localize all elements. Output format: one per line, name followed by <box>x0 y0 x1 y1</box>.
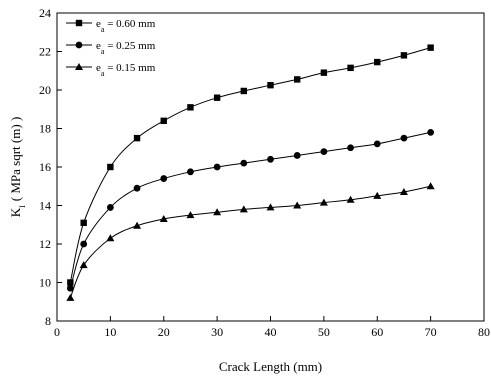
y-tick-label: 16 <box>39 160 51 174</box>
data-point <box>80 240 88 248</box>
y-axis-title-subscript: I <box>18 205 27 208</box>
legend-label-subscript: a <box>101 25 105 34</box>
data-point <box>399 188 408 196</box>
data-point <box>240 159 248 167</box>
data-point <box>373 191 382 199</box>
data-point <box>400 52 408 59</box>
data-point <box>66 284 74 292</box>
series-line <box>69 47 431 283</box>
y-tick-label: 24 <box>39 6 51 20</box>
data-point <box>133 134 141 142</box>
legend-marker <box>75 63 83 70</box>
data-point <box>213 163 221 171</box>
data-point <box>373 140 381 148</box>
data-point <box>346 195 355 203</box>
legend-label-value: = 0.25 mm <box>104 40 155 52</box>
data-point <box>160 117 167 124</box>
x-tick-label: 50 <box>318 325 330 339</box>
y-tick-label: 14 <box>39 199 51 213</box>
data-point <box>293 201 302 209</box>
legend-item: ea = 0.15 mm <box>66 62 156 78</box>
series-square <box>67 44 434 286</box>
x-tick-label: 10 <box>104 325 116 339</box>
data-point <box>160 175 168 182</box>
x-axis: 0 10 20 30 40 50 60 70 80 <box>54 316 490 339</box>
data-point <box>267 81 274 89</box>
data-point <box>426 182 435 190</box>
data-point <box>133 221 142 229</box>
series-line <box>69 131 431 289</box>
x-tick-label: 30 <box>211 325 223 339</box>
data-point <box>320 69 328 76</box>
legend-label-subscript: a <box>101 47 105 56</box>
x-tick-label: 80 <box>478 325 490 339</box>
series-triangle <box>66 182 435 301</box>
data-point <box>187 168 194 176</box>
data-point <box>239 205 248 213</box>
data-point <box>267 155 274 163</box>
data-point <box>293 152 301 159</box>
series-layer <box>66 44 435 301</box>
data-point <box>66 293 75 301</box>
data-point <box>213 94 221 101</box>
legend-label-prefix: e <box>96 40 101 52</box>
legend-label: ea = 0.60 mm <box>96 18 156 34</box>
data-point <box>133 184 141 192</box>
legend-label-subscript: a <box>101 69 105 78</box>
series-line <box>69 185 431 299</box>
legend-marker <box>75 41 83 49</box>
y-tick-label: 8 <box>45 314 51 328</box>
y-tick-label: 18 <box>39 122 51 136</box>
data-point <box>347 144 354 152</box>
data-point <box>67 279 74 286</box>
data-point <box>107 163 114 171</box>
y-tick-label: 22 <box>39 45 51 59</box>
x-tick-label: 20 <box>158 325 170 339</box>
x-tick-label: 0 <box>54 325 60 339</box>
x-tick-label: 40 <box>265 325 277 339</box>
x-axis-title: Crack Length (mm) <box>219 359 322 374</box>
data-point <box>374 58 381 66</box>
data-point <box>187 104 194 111</box>
data-point <box>106 234 115 242</box>
plot-frame <box>56 12 485 322</box>
data-point <box>400 134 408 142</box>
data-point <box>293 76 301 83</box>
data-point <box>186 211 195 219</box>
legend-label: ea = 0.15 mm <box>96 62 156 78</box>
y-axis-title-main: K <box>8 207 23 217</box>
x-tick-label: 60 <box>371 325 383 339</box>
data-point <box>79 261 88 269</box>
data-point <box>213 208 222 216</box>
data-point <box>319 198 328 206</box>
y-axis: 8 10 12 14 16 18 20 22 24 <box>39 6 62 328</box>
legend-label-prefix: e <box>96 18 101 30</box>
data-point <box>240 87 248 95</box>
data-point <box>427 128 435 136</box>
legend-item: ea = 0.25 mm <box>66 40 156 56</box>
data-point <box>427 44 434 51</box>
data-point <box>159 214 168 222</box>
legend-label: ea = 0.25 mm <box>96 40 156 56</box>
data-point <box>320 148 328 156</box>
y-axis-title-unit: ( MPa sqrt (m) ) <box>8 117 23 202</box>
data-point <box>80 219 87 227</box>
y-tick-label: 10 <box>39 276 51 290</box>
legend-marker <box>75 19 83 27</box>
series-circle <box>66 128 435 292</box>
x-tick-label: 70 <box>425 325 437 339</box>
legend-label-prefix: e <box>96 62 101 74</box>
legend-label-value: = 0.60 mm <box>104 18 155 30</box>
y-axis-title: KI ( MPa sqrt (m) ) <box>8 117 27 218</box>
legend-label-value: = 0.15 mm <box>104 62 155 74</box>
legend-item: ea = 0.60 mm <box>66 18 156 34</box>
data-point <box>106 204 114 211</box>
y-tick-label: 12 <box>39 237 51 251</box>
data-point <box>347 64 354 72</box>
y-tick-label: 20 <box>39 83 51 97</box>
data-point <box>266 203 275 211</box>
